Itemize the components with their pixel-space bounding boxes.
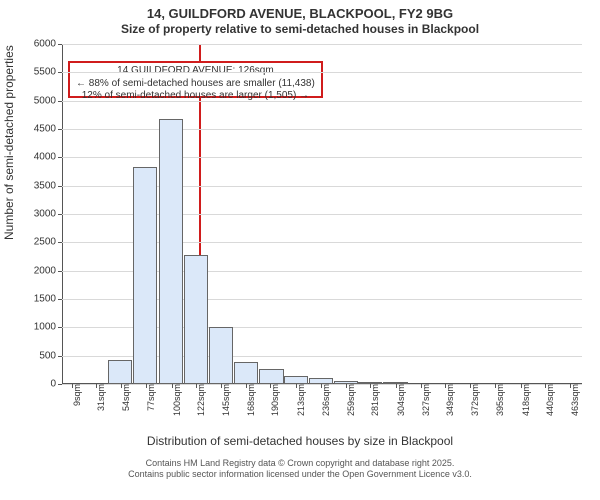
histogram-bar: [259, 369, 283, 384]
chart-title-line2: Size of property relative to semi-detach…: [0, 22, 600, 36]
credits-line: Contains HM Land Registry data © Crown c…: [0, 458, 600, 469]
grid-line: [62, 44, 582, 45]
xtick-label: 327sqm: [421, 384, 431, 416]
ytick-label: 2500: [34, 237, 62, 248]
histogram-bar: [358, 382, 382, 384]
ytick-label: 4000: [34, 152, 62, 163]
histogram-bar: [209, 327, 233, 384]
histogram-bar: [284, 376, 308, 384]
xtick-label: 349sqm: [445, 384, 455, 416]
grid-line: [62, 72, 582, 73]
histogram-bar: [133, 167, 157, 384]
ytick-label: 3000: [34, 209, 62, 220]
histogram-bar: [184, 255, 208, 384]
ytick-label: 0: [50, 379, 62, 390]
annotation-box: 14 GUILDFORD AVENUE: 126sqm← 88% of semi…: [68, 61, 323, 98]
xtick-label: 418sqm: [521, 384, 531, 416]
plot-area: 14 GUILDFORD AVENUE: 126sqm← 88% of semi…: [62, 44, 582, 384]
histogram-bar: [334, 381, 358, 384]
histogram-bar: [159, 119, 183, 384]
xtick-label: 372sqm: [470, 384, 480, 416]
chart-title-line1: 14, GUILDFORD AVENUE, BLACKPOOL, FY2 9BG: [0, 6, 600, 21]
ytick-label: 6000: [34, 39, 62, 50]
ytick-label: 5500: [34, 67, 62, 78]
xtick-label: 440sqm: [545, 384, 555, 416]
xtick-label: 31sqm: [96, 384, 106, 411]
xtick-label: 304sqm: [396, 384, 406, 416]
grid-line: [62, 129, 582, 130]
xtick-label: 122sqm: [196, 384, 206, 416]
annotation-line: ← 88% of semi-detached houses are smalle…: [76, 78, 315, 91]
histogram-bar: [234, 362, 258, 384]
ytick-label: 4500: [34, 124, 62, 135]
ytick-label: 1500: [34, 294, 62, 305]
xtick-label: 190sqm: [270, 384, 280, 416]
credits-line: Contains public sector information licen…: [0, 469, 600, 480]
grid-line: [62, 157, 582, 158]
grid-line: [62, 101, 582, 102]
histogram-bar: [108, 360, 132, 384]
xtick-label: 100sqm: [172, 384, 182, 416]
xtick-label: 9sqm: [72, 384, 82, 406]
annotation-line: 14 GUILDFORD AVENUE: 126sqm: [76, 65, 315, 78]
chart-credits: Contains HM Land Registry data © Crown c…: [0, 458, 600, 480]
xtick-label: 463sqm: [570, 384, 580, 416]
xtick-label: 395sqm: [495, 384, 505, 416]
xtick-label: 259sqm: [346, 384, 356, 416]
y-axis-label: Number of semi-detached properties: [2, 45, 16, 240]
xtick-label: 145sqm: [221, 384, 231, 416]
ytick-label: 5000: [34, 95, 62, 106]
x-axis-label: Distribution of semi-detached houses by …: [0, 434, 600, 448]
ytick-label: 1000: [34, 322, 62, 333]
xtick-label: 236sqm: [321, 384, 331, 416]
histogram-bar: [383, 382, 407, 384]
xtick-label: 168sqm: [246, 384, 256, 416]
chart-container: { "chart": { "type": "histogram", "title…: [0, 0, 600, 500]
xtick-label: 213sqm: [296, 384, 306, 416]
xtick-label: 281sqm: [370, 384, 380, 416]
xtick-label: 77sqm: [146, 384, 156, 411]
ytick-label: 3500: [34, 180, 62, 191]
ytick-label: 2000: [34, 265, 62, 276]
histogram-bar: [309, 378, 333, 384]
xtick-label: 54sqm: [121, 384, 131, 411]
ytick-label: 500: [39, 350, 62, 361]
